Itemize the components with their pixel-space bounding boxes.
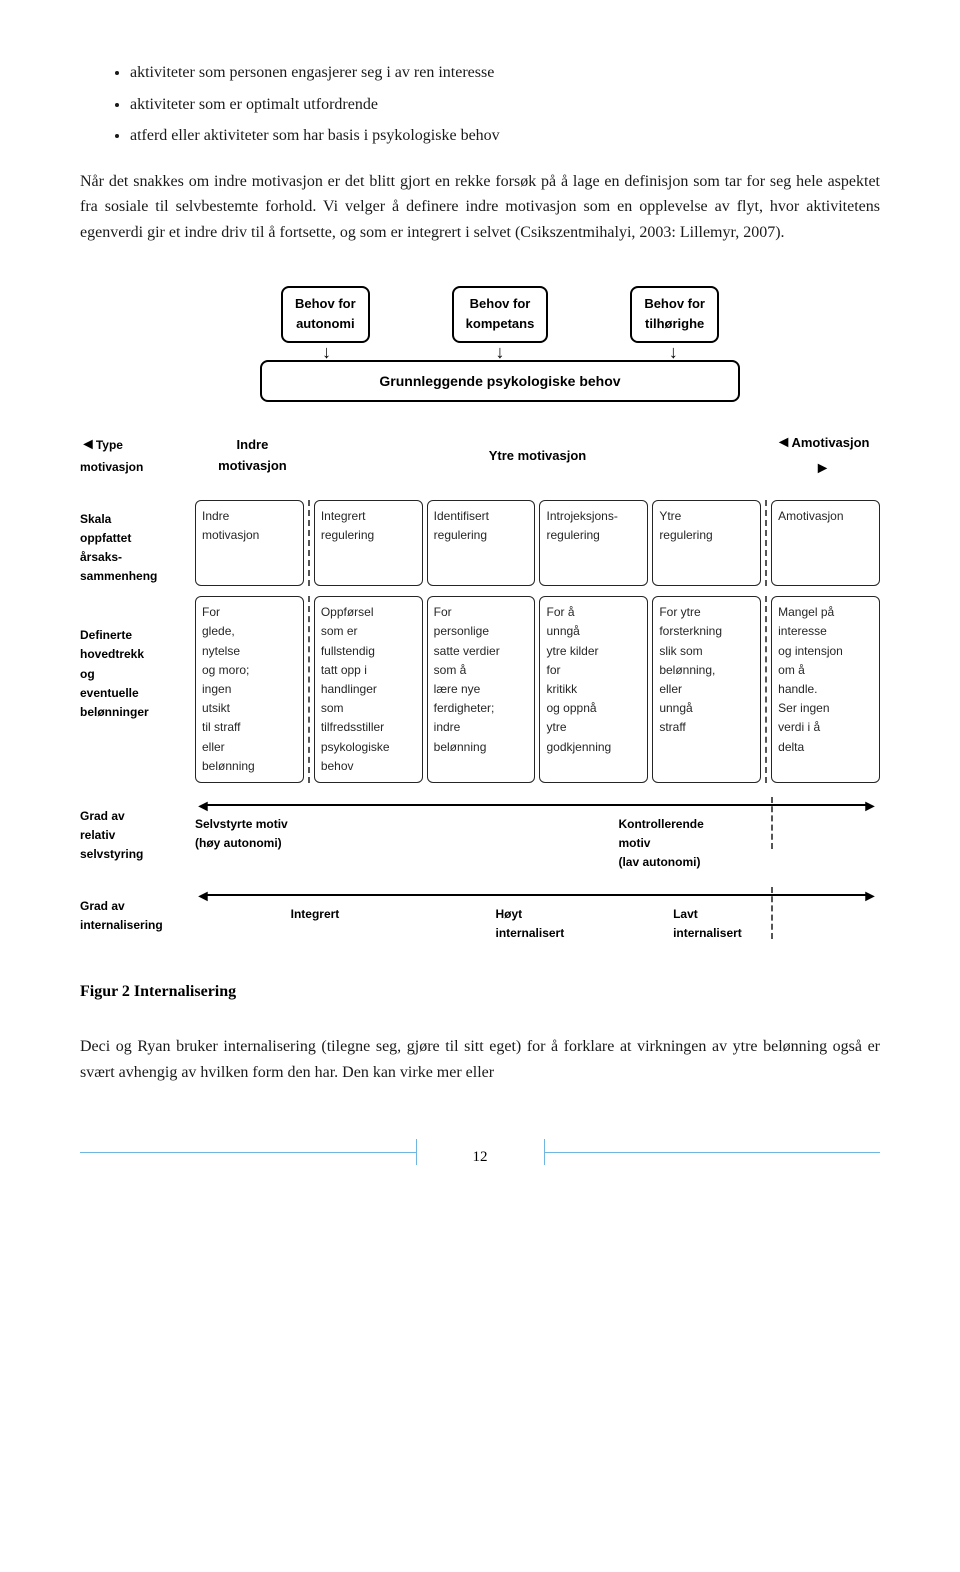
row-label-axis1: Grad avrelativselvstyring	[80, 797, 195, 865]
bullet-item: aktiviteter som personen engasjerer seg …	[130, 60, 880, 86]
scale-cell: Identifisertregulering	[427, 500, 536, 587]
arrow-down-row: ↓ ↓ ↓	[80, 347, 880, 358]
internalization-diagram: Behov forautonomi Behov forkompetans Beh…	[80, 286, 880, 939]
trait-cell: For åunngåytre kilderforkritikkog oppnåy…	[539, 596, 648, 783]
axis2-m-label: Høytinternalisert	[496, 905, 565, 943]
psych-needs-box: Grunnleggende psykologiske behov	[260, 360, 740, 402]
scale-cell: Introjeksjons-regulering	[539, 500, 648, 587]
need-box: Behov forkompetans	[452, 286, 549, 344]
type-cell: Ytre motivasjon	[320, 438, 755, 475]
paragraph-2: Deci og Ryan bruker internalisering (til…	[80, 1034, 880, 1085]
arrow-down-icon: ↓	[322, 347, 331, 358]
scale-cell: Ytreregulering	[652, 500, 761, 587]
row-label-scale: Skalaoppfattetårsaks-sammenheng	[80, 500, 195, 587]
arrow-down-icon: ↓	[669, 347, 678, 358]
row-label-type: ◄Type motivasjon	[80, 422, 195, 489]
arrow-down-icon: ↓	[495, 347, 504, 358]
bullet-item: atferd eller aktiviteter som har basis i…	[130, 123, 880, 149]
row-label-axis2: Grad avinternalisering	[80, 887, 195, 935]
axis2-l-label: Integrert	[291, 905, 340, 924]
axis-arrow: ◄►	[195, 797, 878, 813]
scale-cell: Amotivasjon	[771, 500, 880, 587]
axis1-left-label: Selvstyrte motiv(høy autonomi)	[195, 815, 288, 853]
row-label-traits: Definertehovedtrekkogeventuellebelønning…	[80, 596, 195, 783]
need-box: Behov fortilhørighe	[630, 286, 719, 344]
type-cell: ◄Amotivasjon►	[765, 422, 880, 489]
need-box: Behov forautonomi	[281, 286, 370, 344]
figure-caption: Figur 2 Internalisering	[80, 979, 880, 1005]
trait-cell: Mangel påinteresseog intensjonom åhandle…	[771, 596, 880, 783]
axis2-r-label: Lavtinternalisert	[673, 905, 742, 943]
axis1-right-label: Kontrollerendemotiv(lav autonomi)	[618, 815, 703, 873]
type-cell: Indremotivasjon	[195, 427, 310, 485]
scale-cell: Integrertregulering	[314, 500, 423, 587]
trait-cell: Forpersonligesatte verdiersom ålære nyef…	[427, 596, 536, 783]
scale-cell: Indremotivasjon	[195, 500, 304, 587]
bullet-list: aktiviteter som personen engasjerer seg …	[80, 60, 880, 149]
trait-cell: Oppførselsom erfullstendigtatt opp ihand…	[314, 596, 423, 783]
paragraph-1: Når det snakkes om indre motivasjon er d…	[80, 169, 880, 246]
page-number: 12	[80, 1145, 880, 1169]
trait-cell: For ytreforsterkningslik sombelønning,el…	[652, 596, 761, 783]
trait-cell: Forglede,nytelseog moro;ingenutsikttil s…	[195, 596, 304, 783]
bullet-item: aktiviteter som er optimalt utfordrende	[130, 92, 880, 118]
axis-arrow: ◄►	[195, 887, 878, 903]
